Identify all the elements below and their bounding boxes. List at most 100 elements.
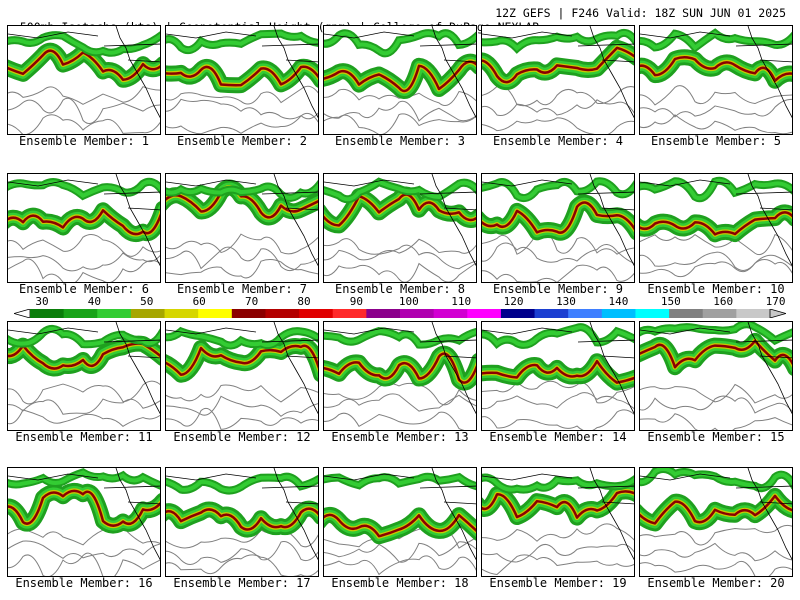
height-contour <box>166 112 318 134</box>
ensemble-panel <box>323 321 477 431</box>
colorbar-segment <box>400 309 435 318</box>
coastline <box>640 174 792 267</box>
ensemble-member-label: Ensemble Member: 18 <box>331 576 469 590</box>
height-contour <box>324 238 476 255</box>
ensemble-member-label: Ensemble Member: 6 <box>18 282 150 296</box>
ensemble-member-label: Ensemble Member: 4 <box>492 134 624 148</box>
colorbar-tick-label: 100 <box>398 295 419 308</box>
map-plot <box>482 322 634 430</box>
isotach-band <box>8 470 160 488</box>
colorbar-tick-label: 40 <box>87 295 102 308</box>
height-contour <box>482 229 634 255</box>
map-plot <box>8 322 160 427</box>
coastline <box>482 174 634 267</box>
map-plot <box>640 322 792 430</box>
colorbar-segment <box>736 309 771 318</box>
coastline <box>640 26 792 119</box>
ensemble-panel <box>165 467 319 577</box>
colorbar-tick-label: 160 <box>713 295 734 308</box>
height-contour <box>8 409 160 427</box>
ensemble-panel <box>481 25 635 135</box>
colorbar-segment <box>30 309 65 318</box>
ensemble-member-label: Ensemble Member: 17 <box>173 576 311 590</box>
colorbar-tick-label: 170 <box>765 295 786 308</box>
isotach-band <box>324 179 476 202</box>
height-contour <box>166 233 318 255</box>
height-contour <box>640 524 792 546</box>
height-contour <box>166 554 318 576</box>
height-contour <box>166 527 318 549</box>
isotach-band <box>640 30 792 51</box>
ensemble-member-label: Ensemble Member: 9 <box>492 282 624 296</box>
isotach-band <box>640 211 792 236</box>
height-contour <box>324 382 476 406</box>
height-contour <box>640 258 792 278</box>
height-contour <box>8 114 160 134</box>
ensemble-member-label: Ensemble Member: 11 <box>15 430 153 444</box>
map-plot <box>8 174 160 282</box>
map-plot <box>8 26 160 134</box>
height-contour <box>324 262 476 282</box>
height-contour <box>324 555 476 576</box>
colorbar-tick-label: 110 <box>451 295 472 308</box>
colorbar-bar <box>14 309 786 318</box>
height-contour <box>324 100 476 122</box>
colorbar-arrow-right <box>769 309 786 318</box>
ensemble-member-label: Ensemble Member: 14 <box>489 430 627 444</box>
ensemble-panel <box>7 321 161 431</box>
colorbar-tick-label: 130 <box>556 295 576 308</box>
coastline <box>640 468 792 561</box>
isotach-band <box>482 490 634 519</box>
height-contour <box>8 234 160 257</box>
height-contour <box>640 251 792 271</box>
isotach-band <box>166 65 318 87</box>
height-contour <box>166 384 318 403</box>
height-contour <box>166 395 318 417</box>
colorbar-segment <box>702 309 737 318</box>
height-contour <box>482 117 634 134</box>
colorbar-tick-label: 140 <box>608 295 629 308</box>
map-plot <box>640 174 792 278</box>
map-plot <box>166 26 318 134</box>
coastline <box>166 322 318 415</box>
colorbar-tick-label: 70 <box>244 295 259 308</box>
height-contour <box>324 244 476 270</box>
map-plot <box>324 26 476 134</box>
height-contour <box>482 380 634 404</box>
map-plot <box>482 174 634 282</box>
isotach-band <box>166 474 318 493</box>
isotach-band <box>482 30 634 52</box>
height-contour <box>8 398 160 415</box>
map-plot <box>8 468 160 576</box>
ensemble-member-label: Ensemble Member: 16 <box>15 576 153 590</box>
ensemble-panel <box>323 173 477 283</box>
height-contour <box>482 392 634 410</box>
map-plot <box>166 322 318 430</box>
ensemble-panel <box>639 25 793 135</box>
ensemble-panel <box>165 173 319 283</box>
coastline <box>324 468 476 561</box>
isotach-band <box>8 33 160 55</box>
height-contour <box>482 264 634 282</box>
height-contour <box>482 242 634 264</box>
height-contour <box>8 258 160 282</box>
ensemble-member-label: Ensemble Member: 2 <box>176 134 308 148</box>
map-plot <box>640 468 792 576</box>
ensemble-panel <box>323 25 477 135</box>
height-contour <box>324 411 465 430</box>
colorbar-segment <box>601 309 636 318</box>
colorbar-segment <box>332 309 367 318</box>
coastline <box>166 468 318 561</box>
height-contour <box>8 552 160 576</box>
coastline <box>166 26 318 119</box>
ensemble-member-label: Ensemble Member: 10 <box>647 282 785 296</box>
ensemble-panel <box>481 173 635 283</box>
ensemble-panel <box>7 25 161 135</box>
colorbar-segment <box>433 309 468 318</box>
colorbar-segment <box>97 309 132 318</box>
coastline <box>8 26 160 119</box>
map-plot <box>166 174 318 279</box>
isotach-band <box>324 60 476 93</box>
ensemble-panel <box>165 25 319 135</box>
height-contour <box>640 395 792 414</box>
